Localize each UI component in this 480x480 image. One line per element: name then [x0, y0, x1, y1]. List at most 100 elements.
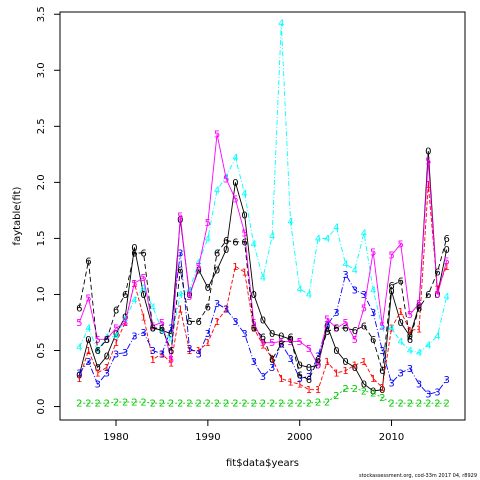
- y-axis: 0.0 0.5 1.0 1.5 2.0 2.5 3.0 3.5: [36, 6, 60, 415]
- point-series-3: 3: [324, 320, 330, 331]
- point-series-6: 6: [85, 256, 91, 267]
- point-series-0: 0: [342, 357, 348, 368]
- point-series-3: 3: [85, 357, 91, 368]
- point-series-0: 0: [168, 329, 174, 340]
- point-series-5: 5: [379, 321, 385, 332]
- point-series-5: 5: [260, 338, 266, 349]
- point-series-1: 1: [232, 262, 238, 273]
- point-series-4: 4: [434, 331, 440, 342]
- series-line-2: [79, 388, 447, 404]
- point-series-0: 0: [195, 265, 201, 276]
- point-series-5: 5: [131, 279, 137, 290]
- point-series-3: 3: [131, 331, 137, 342]
- point-series-6: 6: [352, 326, 358, 337]
- series-line-4: [78, 23, 448, 354]
- point-series-0: 0: [379, 385, 385, 396]
- point-series-2: 2: [168, 399, 174, 410]
- point-series-0: 0: [131, 243, 137, 254]
- point-series-2: 2: [425, 399, 431, 410]
- point-series-5: 5: [94, 335, 100, 346]
- y-tick-label: 2.5: [36, 118, 47, 134]
- point-series-3: 3: [434, 387, 440, 398]
- point-series-5: 5: [269, 338, 275, 349]
- point-series-6: 6: [342, 324, 348, 335]
- point-series-3: 3: [425, 390, 431, 401]
- point-series-1: 1: [94, 368, 100, 379]
- point-series-2: 2: [370, 389, 376, 400]
- point-series-4: 4: [324, 234, 330, 245]
- point-series-1: 1: [269, 354, 275, 365]
- point-series-0: 0: [352, 363, 358, 374]
- point-series-0: 0: [85, 335, 91, 346]
- y-tick-label: 1.0: [36, 287, 47, 303]
- point-series-5: 5: [177, 212, 183, 223]
- point-series-5: 5: [407, 310, 413, 321]
- x-axis: 1980 1990 2000 2010: [103, 420, 404, 443]
- point-series-1: 1: [150, 355, 156, 366]
- point-series-2: 2: [140, 398, 146, 409]
- point-series-1: 1: [416, 325, 422, 336]
- point-series-1: 1: [287, 377, 293, 388]
- point-series-3: 3: [186, 344, 192, 355]
- point-series-2: 2: [159, 399, 165, 410]
- point-series-4: 4: [297, 284, 303, 295]
- point-series-0: 0: [306, 363, 312, 374]
- point-series-1: 1: [425, 180, 431, 191]
- point-series-5: 5: [352, 335, 358, 346]
- point-series-4: 4: [342, 260, 348, 271]
- point-series-2: 2: [186, 399, 192, 410]
- y-tick-label: 0.5: [36, 343, 47, 359]
- point-series-5: 5: [113, 324, 119, 335]
- point-series-2: 2: [379, 393, 385, 404]
- point-series-2: 2: [232, 399, 238, 410]
- point-series-3: 3: [416, 380, 422, 391]
- point-series-3: 3: [223, 305, 229, 316]
- point-series-3: 3: [287, 354, 293, 365]
- point-series-1: 1: [297, 380, 303, 391]
- point-series-5: 5: [324, 315, 330, 326]
- point-series-6: 6: [241, 237, 247, 248]
- series-line-1: [78, 184, 448, 391]
- point-series-0: 0: [122, 312, 128, 323]
- point-series-5: 5: [122, 318, 128, 329]
- point-series-6: 6: [306, 375, 312, 386]
- point-series-2: 2: [104, 399, 110, 410]
- point-series-6: 6: [278, 339, 284, 350]
- point-series-4: 4: [352, 265, 358, 276]
- point-series-6: 6: [104, 335, 110, 346]
- point-series-0: 0: [241, 210, 247, 221]
- point-series-2: 2: [297, 399, 303, 410]
- point-series-4: 4: [186, 285, 192, 296]
- point-series-2: 2: [260, 399, 266, 410]
- point-series-0: 0: [269, 329, 275, 340]
- point-series-6: 6: [361, 321, 367, 332]
- point-series-6: 6: [94, 346, 100, 357]
- point-series-3: 3: [214, 299, 220, 310]
- point-series-2: 2: [205, 399, 211, 410]
- point-series-5: 5: [186, 292, 192, 303]
- point-series-1: 1: [205, 338, 211, 349]
- point-series-4: 4: [443, 292, 449, 303]
- point-series-6: 6: [297, 371, 303, 382]
- point-series-5: 5: [241, 228, 247, 239]
- point-series-0: 0: [205, 283, 211, 294]
- point-series-5: 5: [85, 293, 91, 304]
- point-series-0: 0: [140, 290, 146, 301]
- point-series-5: 5: [361, 303, 367, 314]
- point-series-3: 3: [76, 368, 82, 379]
- point-series-4: 4: [214, 186, 220, 197]
- y-tick-label: 0.0: [36, 399, 47, 415]
- point-series-1: 1: [159, 349, 165, 360]
- point-series-4: 4: [205, 234, 211, 245]
- footer-text: stockassessment.org, cod-33m 2017 04, r8…: [359, 473, 477, 479]
- point-series-6: 6: [113, 306, 119, 317]
- point-series-2: 2: [241, 399, 247, 410]
- point-series-2: 2: [131, 398, 137, 409]
- y-tick-label: 3.5: [36, 6, 47, 22]
- point-series-0: 0: [388, 287, 394, 298]
- point-series-6: 6: [398, 277, 404, 288]
- series-line-6: [78, 238, 448, 381]
- point-series-1: 1: [342, 366, 348, 377]
- point-series-2: 2: [434, 399, 440, 410]
- point-series-4: 4: [76, 343, 82, 354]
